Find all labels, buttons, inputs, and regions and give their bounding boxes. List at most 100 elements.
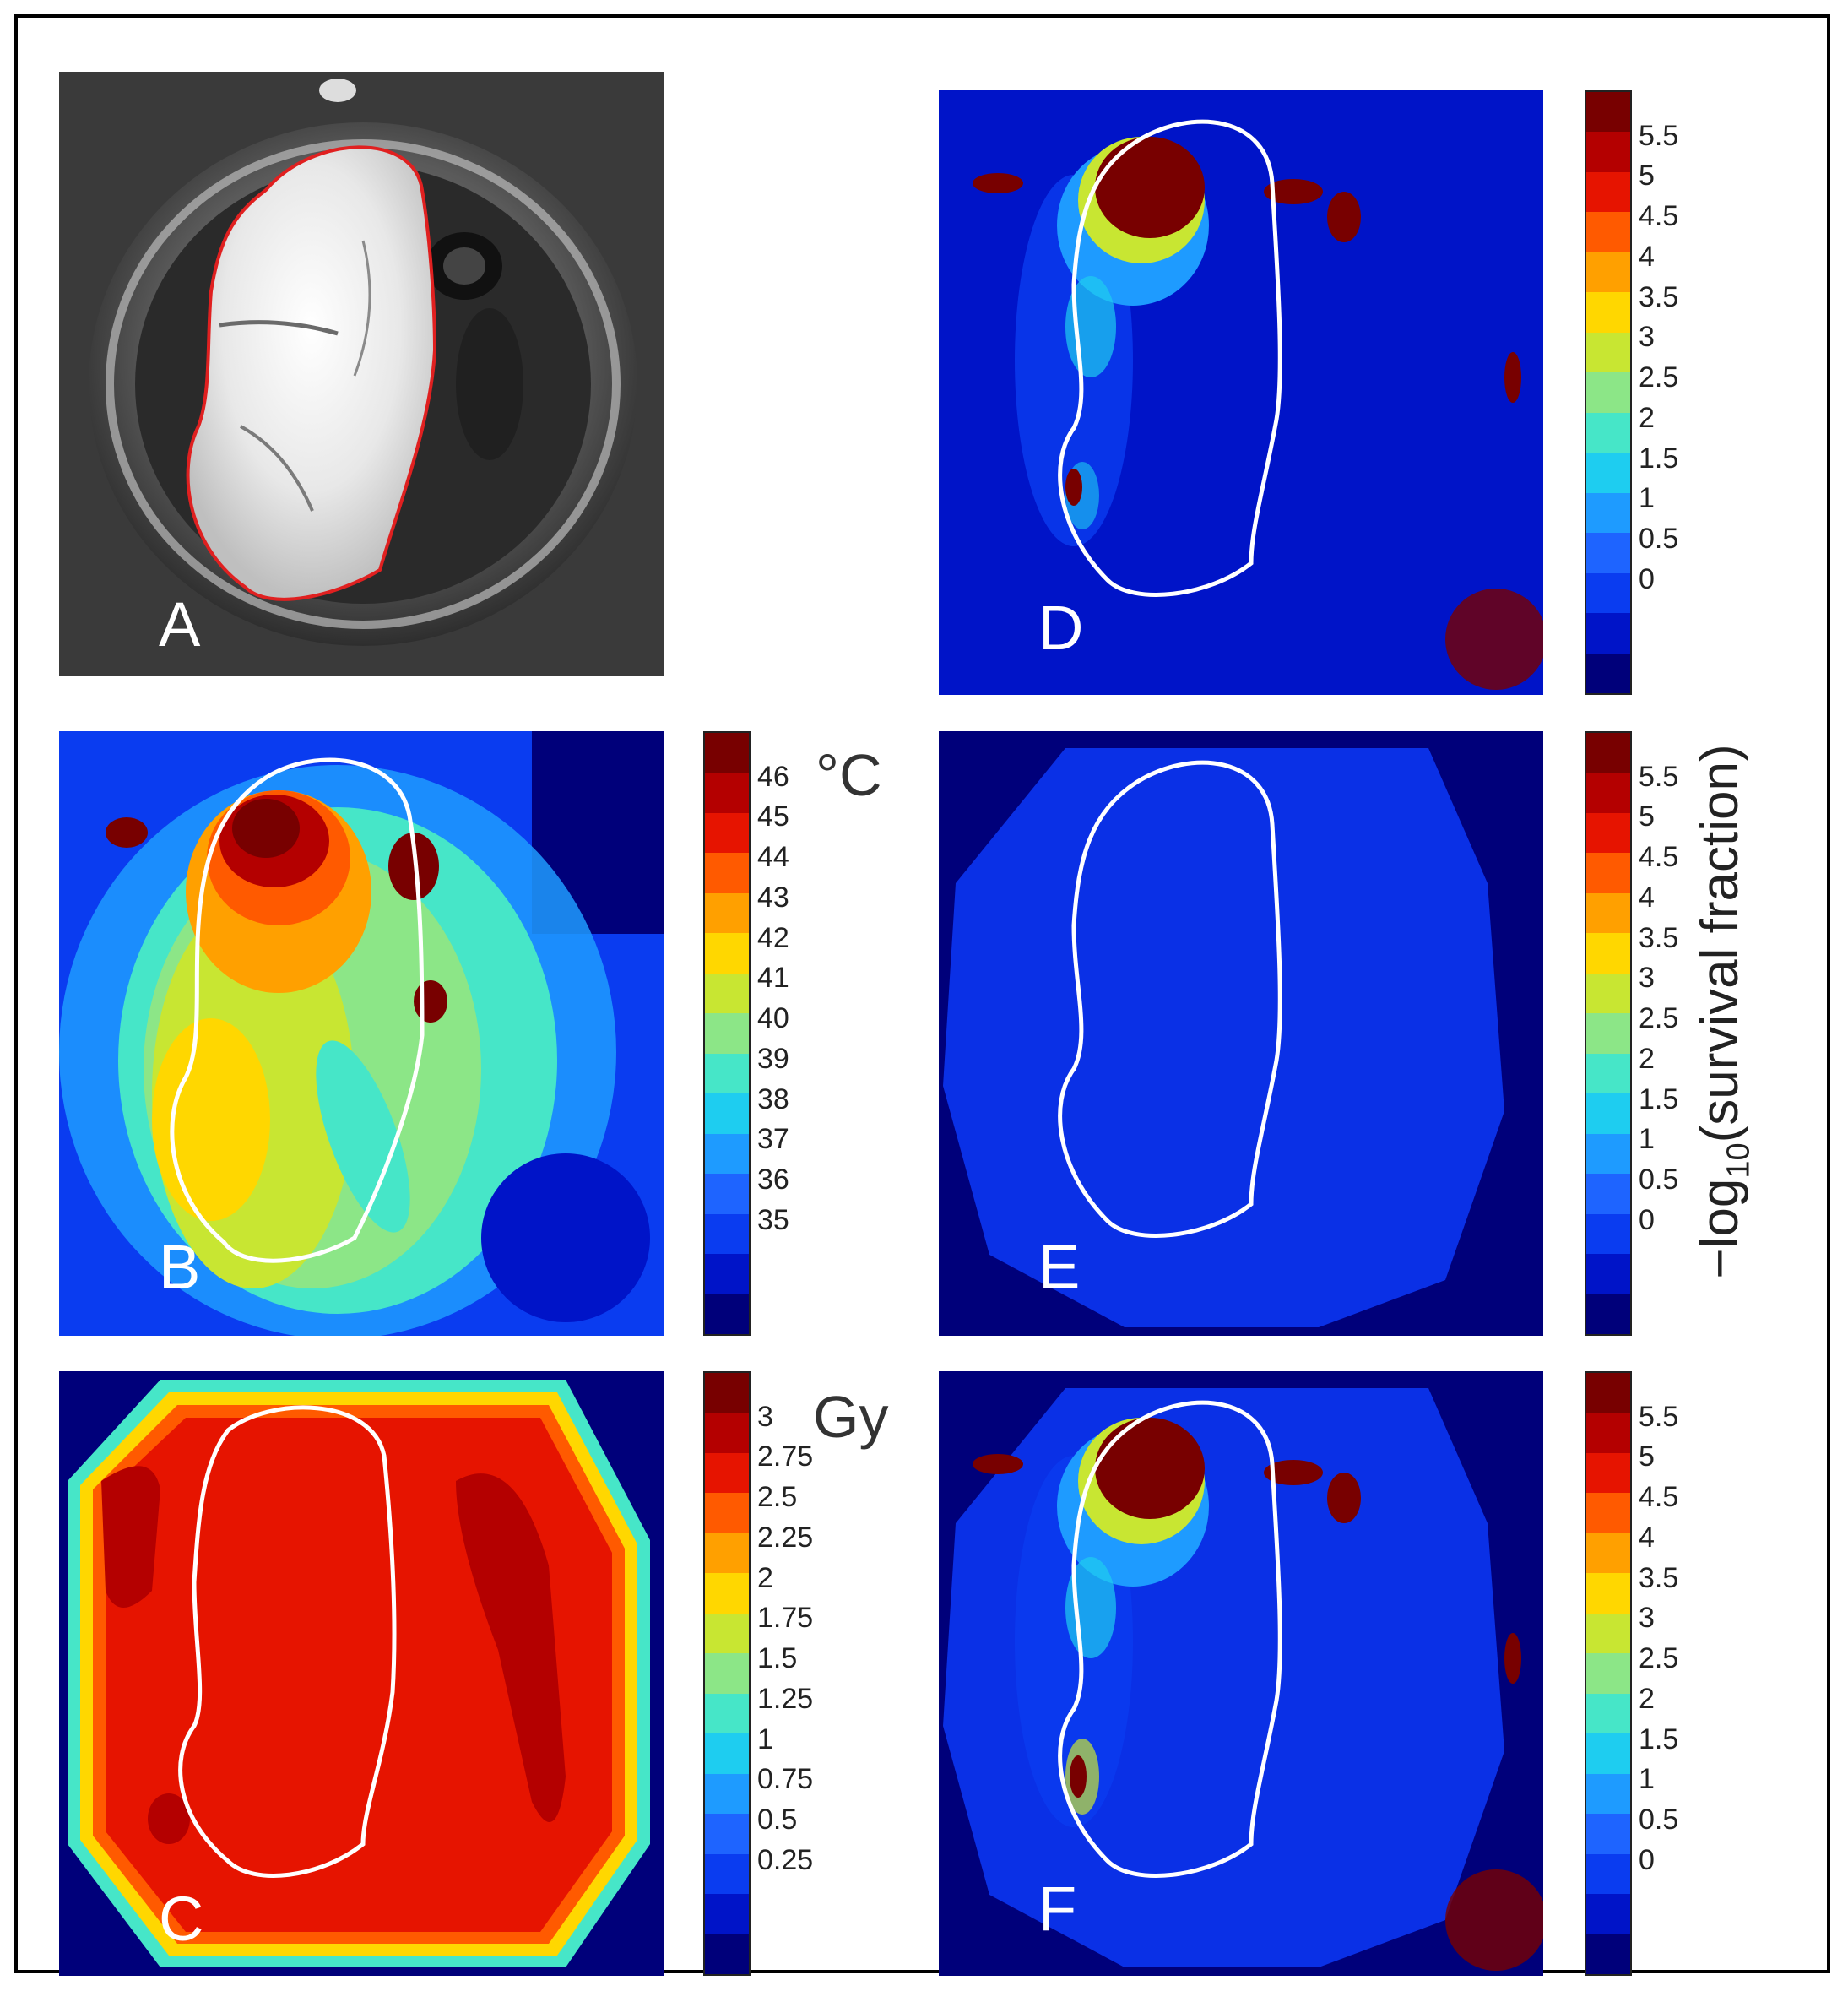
colorbar-segment bbox=[705, 1451, 749, 1494]
colorbar-tick-label: 3 bbox=[757, 1400, 773, 1433]
colorbar-segment bbox=[705, 1092, 749, 1134]
colorbar-segment bbox=[705, 1532, 749, 1574]
colorbar-tick-label: 2.5 bbox=[1639, 1642, 1679, 1675]
colorbar-segment bbox=[1586, 851, 1630, 893]
colorbar-segment bbox=[705, 1732, 749, 1774]
colorbar-segment bbox=[1586, 1132, 1630, 1175]
colorbar-tick-label: 2 bbox=[1639, 1042, 1655, 1075]
colorbar-tick-label: 4 bbox=[1639, 240, 1655, 273]
colorbar-tick-label: 0.5 bbox=[1639, 523, 1679, 556]
colorbar-tick-label: 1.5 bbox=[1639, 1082, 1679, 1115]
colorbar-tick-label: 4 bbox=[1639, 1521, 1655, 1554]
colorbar-tick-label: 44 bbox=[757, 841, 789, 874]
colorbar-segment bbox=[1586, 892, 1630, 934]
colorbar-tick-label: 3 bbox=[1639, 321, 1655, 354]
colorbar-tick-label: 0 bbox=[1639, 1843, 1655, 1876]
survival-ticks-e: 5.5 5 4.5 4 3.5 3 2.5 2 1.5 1 0.5 0 bbox=[1639, 731, 1706, 1336]
colorbar-segment bbox=[705, 851, 749, 893]
colorbar-tick-label: 3.5 bbox=[1639, 921, 1679, 954]
colorbar-segment bbox=[1586, 1571, 1630, 1614]
colorbar-segment bbox=[1586, 931, 1630, 974]
colorbar-segment bbox=[1586, 1491, 1630, 1533]
colorbar-segment bbox=[705, 1692, 749, 1734]
colorbar-tick-label: 41 bbox=[757, 962, 789, 995]
colorbar-segment bbox=[1586, 1092, 1630, 1134]
colorbar-tick-label: 1.5 bbox=[1639, 1722, 1679, 1755]
colorbar-tick-label: 42 bbox=[757, 921, 789, 954]
colorbar-tick-label: 2 bbox=[757, 1561, 773, 1594]
colorbar-tick-label: 1.25 bbox=[757, 1682, 814, 1715]
colorbar-tick-label: 0.5 bbox=[1639, 1164, 1679, 1196]
panel-a-label: A bbox=[159, 589, 201, 659]
colorbar-tick-label: 2.5 bbox=[1639, 1002, 1679, 1035]
survival-colorbar-e bbox=[1585, 731, 1632, 1336]
colorbar-segment bbox=[1586, 1772, 1630, 1815]
colorbar-tick-label: 0.5 bbox=[757, 1804, 798, 1836]
colorbar-tick-label: 1.5 bbox=[757, 1642, 798, 1675]
temperature-colorbar bbox=[703, 731, 751, 1336]
colorbar-tick-label: 39 bbox=[757, 1042, 789, 1075]
colorbar-segment bbox=[1586, 1412, 1630, 1453]
colorbar-tick-label: 1 bbox=[1639, 1763, 1655, 1796]
survival-axis-label: −log10(survival fraction) bbox=[1687, 632, 1756, 1392]
colorbar-segment bbox=[1586, 772, 1630, 813]
figure-frame: A B bbox=[14, 14, 1830, 1976]
colorbar-tick-label: 2 bbox=[1639, 1682, 1655, 1715]
colorbar-tick-label: 4 bbox=[1639, 881, 1655, 914]
colorbar-segment bbox=[1586, 331, 1630, 373]
colorbar-segment bbox=[1586, 1293, 1630, 1334]
colorbar-segment bbox=[705, 1812, 749, 1854]
colorbar-segment bbox=[705, 892, 749, 934]
tumor-contour bbox=[1058, 760, 1282, 1238]
colorbar-segment bbox=[1586, 491, 1630, 534]
colorbar-segment bbox=[1586, 652, 1630, 693]
colorbar-segment bbox=[1586, 171, 1630, 213]
colorbar-segment bbox=[1586, 1172, 1630, 1214]
colorbar-segment bbox=[1586, 92, 1630, 133]
colorbar-tick-label: 37 bbox=[757, 1123, 789, 1156]
colorbar-tick-label: 5 bbox=[1639, 160, 1655, 193]
colorbar-tick-label: 3 bbox=[1639, 962, 1655, 995]
colorbar-segment bbox=[705, 1491, 749, 1533]
colorbar-tick-label: 35 bbox=[757, 1203, 789, 1236]
tumor-outline bbox=[186, 145, 437, 601]
temperature-unit-label: °C bbox=[816, 742, 882, 808]
panel-d-label: D bbox=[1038, 593, 1084, 663]
colorbar-segment bbox=[705, 1052, 749, 1094]
panel-f-label: F bbox=[1038, 1874, 1077, 1944]
temperature-map-svg bbox=[59, 731, 664, 1336]
colorbar-segment bbox=[1586, 1853, 1630, 1895]
colorbar-tick-label: 45 bbox=[757, 800, 789, 833]
colorbar-segment bbox=[1586, 210, 1630, 252]
colorbar-segment bbox=[705, 1892, 749, 1934]
colorbar-segment bbox=[1586, 1732, 1630, 1774]
colorbar-tick-label: 0.75 bbox=[757, 1763, 814, 1796]
colorbar-segment bbox=[705, 733, 749, 773]
colorbar-segment bbox=[1586, 572, 1630, 614]
colorbar-segment bbox=[1586, 251, 1630, 293]
mri-scan-svg bbox=[89, 79, 637, 646]
colorbar-segment bbox=[1586, 131, 1630, 172]
panel-f-survival-map: F bbox=[939, 1371, 1543, 1976]
colorbar-segment bbox=[1586, 1652, 1630, 1694]
survival-colorbar-d bbox=[1585, 90, 1632, 695]
colorbar-segment bbox=[705, 972, 749, 1014]
colorbar-tick-label: 2.75 bbox=[757, 1440, 814, 1473]
dose-colorbar bbox=[703, 1371, 751, 1976]
colorbar-segment bbox=[1586, 1451, 1630, 1494]
colorbar-segment bbox=[705, 1933, 749, 1974]
panel-b-temperature-map: B bbox=[59, 731, 664, 1336]
colorbar-tick-label: 2.25 bbox=[757, 1521, 814, 1554]
tumor-contour bbox=[1058, 119, 1282, 597]
colorbar-tick-label: 1.75 bbox=[757, 1602, 814, 1635]
colorbar-tick-label: 2.5 bbox=[1639, 361, 1679, 394]
colorbar-segment bbox=[1586, 1052, 1630, 1094]
colorbar-segment bbox=[705, 1012, 749, 1054]
colorbar-segment bbox=[1586, 811, 1630, 854]
axis-label-suffix: (survival fraction) bbox=[1691, 744, 1749, 1143]
colorbar-segment bbox=[1586, 972, 1630, 1014]
colorbar-segment bbox=[1586, 611, 1630, 654]
colorbar-segment bbox=[705, 931, 749, 974]
colorbar-tick-label: 0 bbox=[1639, 562, 1655, 595]
colorbar-segment bbox=[705, 1412, 749, 1453]
